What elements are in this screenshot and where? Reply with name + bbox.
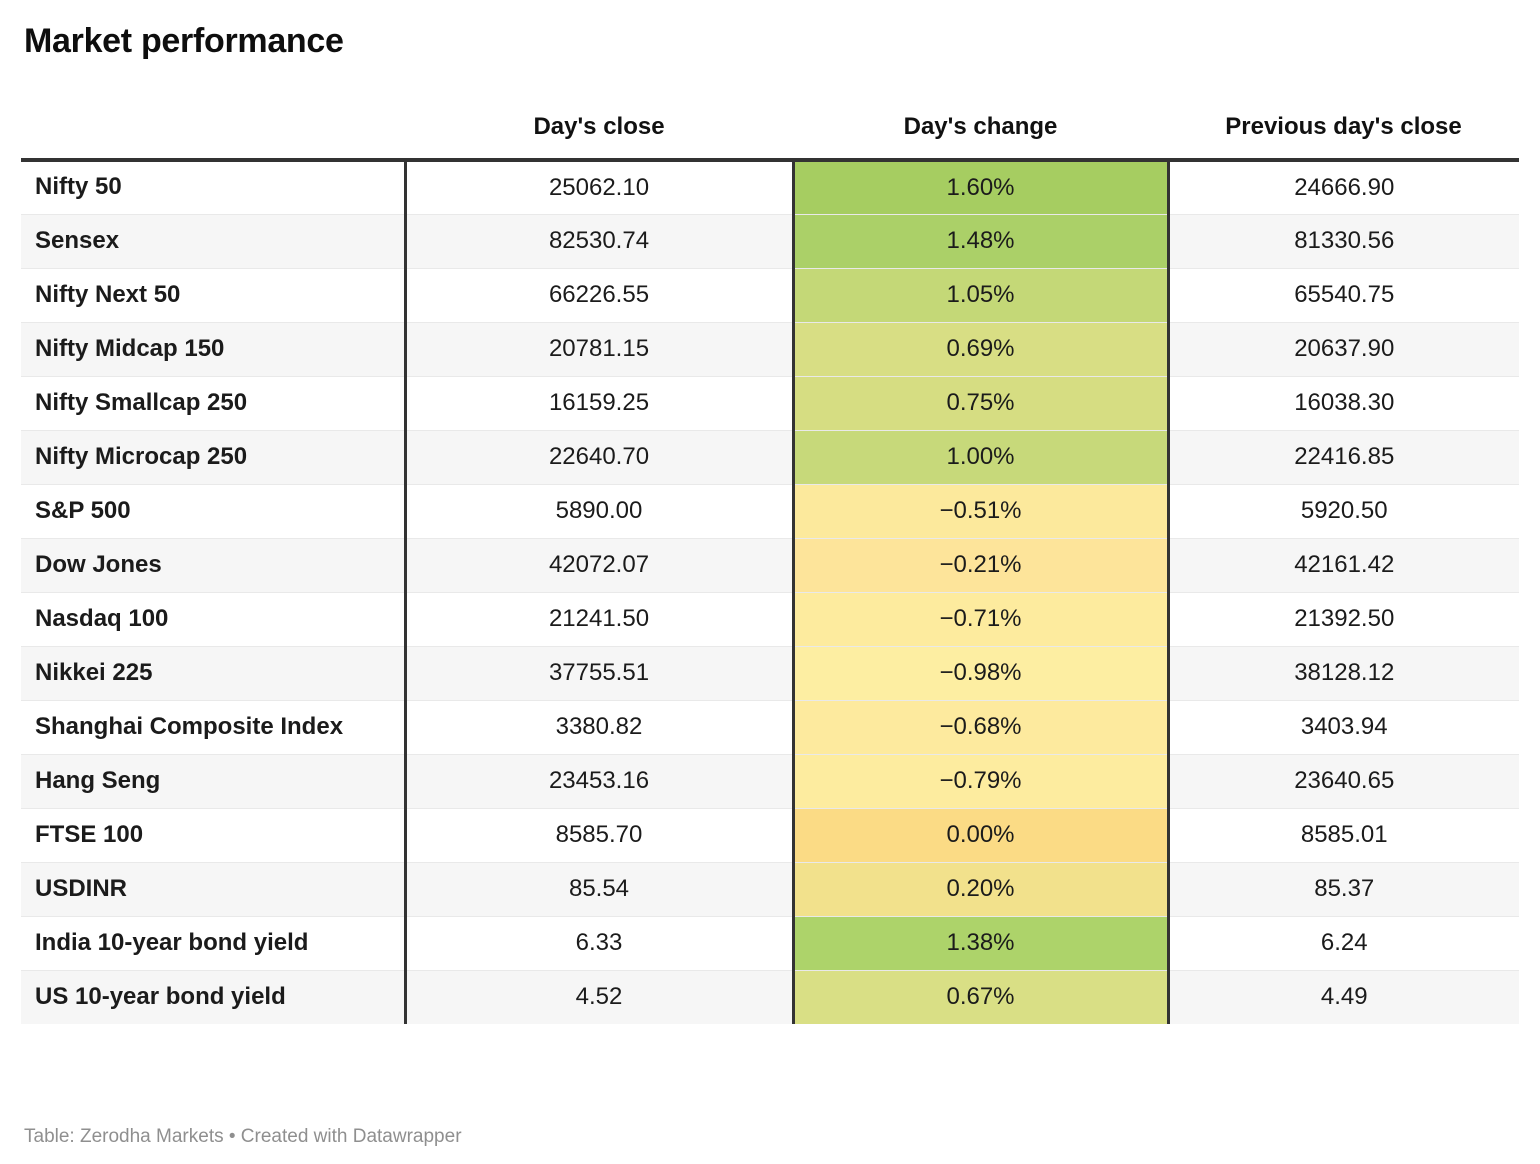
- table-row: USDINR 85.54 0.20% 85.37: [21, 861, 1519, 916]
- cell-days-close: 22640.70: [405, 429, 793, 484]
- header-row: Day's close Day's change Previous day's …: [21, 113, 1519, 162]
- cell-days-change: −0.21%: [791, 537, 1170, 592]
- cell-previous-days-close: 20637.90: [1168, 321, 1519, 376]
- cell-days-change: −0.51%: [791, 483, 1170, 538]
- cell-days-change: 1.38%: [791, 915, 1170, 970]
- column-header-previous-days-close: Previous day's close: [1168, 113, 1519, 162]
- cell-days-change: −0.79%: [791, 753, 1170, 808]
- cell-days-change: 0.20%: [791, 861, 1170, 916]
- cell-days-change: 0.75%: [791, 375, 1170, 430]
- cell-days-close: 42072.07: [405, 537, 793, 592]
- cell-days-change: 1.05%: [791, 267, 1170, 322]
- row-label: Nifty 50: [35, 173, 122, 201]
- table-row: Nikkei 225 37755.51 −0.98% 38128.12: [21, 645, 1519, 700]
- table-row: Nifty Microcap 250 22640.70 1.00% 22416.…: [21, 429, 1519, 484]
- cell-previous-days-close: 42161.42: [1168, 537, 1519, 592]
- row-label: Dow Jones: [35, 550, 162, 578]
- row-label: Nifty Midcap 150: [35, 334, 225, 362]
- row-label: Nikkei 225: [35, 658, 153, 686]
- cell-previous-days-close: 23640.65: [1168, 753, 1519, 808]
- table-row: India 10-year bond yield 6.33 1.38% 6.24: [21, 915, 1519, 970]
- row-label: Shanghai Composite Index: [35, 712, 344, 740]
- cell-days-close: 21241.50: [405, 591, 793, 646]
- row-label: FTSE 100: [35, 820, 144, 848]
- table-row: S&P 500 5890.00 −0.51% 5920.50: [21, 483, 1519, 538]
- row-label: US 10-year bond yield: [35, 982, 286, 1010]
- cell-days-close: 85.54: [405, 861, 793, 916]
- cell-days-close: 23453.16: [405, 753, 793, 808]
- cell-days-change: −0.68%: [791, 699, 1170, 754]
- cell-previous-days-close: 21392.50: [1168, 591, 1519, 646]
- column-header-days-close: Day's close: [405, 113, 793, 162]
- table-body: Nifty 50 25062.10 1.60% 24666.90 Sensex …: [21, 160, 1519, 1024]
- cell-days-change: −0.71%: [791, 591, 1170, 646]
- cell-previous-days-close: 3403.94: [1168, 699, 1519, 754]
- cell-days-close: 6.33: [405, 915, 793, 970]
- row-label: S&P 500: [35, 496, 131, 524]
- cell-days-close: 20781.15: [405, 321, 793, 376]
- cell-previous-days-close: 4.49: [1168, 969, 1519, 1024]
- cell-days-change: 0.69%: [791, 321, 1170, 376]
- cell-days-close: 3380.82: [405, 699, 793, 754]
- cell-previous-days-close: 5920.50: [1168, 483, 1519, 538]
- cell-previous-days-close: 81330.56: [1168, 213, 1519, 268]
- table-row: Sensex 82530.74 1.48% 81330.56: [21, 213, 1519, 268]
- cell-days-close: 16159.25: [405, 375, 793, 430]
- cell-days-change: 0.67%: [791, 969, 1170, 1024]
- cell-days-change: 1.00%: [791, 429, 1170, 484]
- table-row: Nifty Midcap 150 20781.15 0.69% 20637.90: [21, 321, 1519, 376]
- row-label: Hang Seng: [35, 766, 161, 794]
- table-row: Dow Jones 42072.07 −0.21% 42161.42: [21, 537, 1519, 592]
- row-label: USDINR: [35, 874, 128, 902]
- table-row: Nifty 50 25062.10 1.60% 24666.90: [21, 160, 1519, 214]
- cell-days-close: 8585.70: [405, 807, 793, 862]
- cell-days-close: 4.52: [405, 969, 793, 1024]
- cell-days-change: 1.48%: [791, 213, 1170, 268]
- column-header-days-change: Day's change: [793, 113, 1168, 162]
- row-label: Nifty Next 50: [35, 280, 181, 308]
- table-row: FTSE 100 8585.70 0.00% 8585.01: [21, 807, 1519, 862]
- table-row: US 10-year bond yield 4.52 0.67% 4.49: [21, 969, 1519, 1024]
- cell-days-close: 82530.74: [405, 213, 793, 268]
- cell-previous-days-close: 38128.12: [1168, 645, 1519, 700]
- cell-days-change: −0.98%: [791, 645, 1170, 700]
- cell-previous-days-close: 6.24: [1168, 915, 1519, 970]
- cell-days-change: 0.00%: [791, 807, 1170, 862]
- table-row: Nifty Next 50 66226.55 1.05% 65540.75: [21, 267, 1519, 322]
- table-row: Hang Seng 23453.16 −0.79% 23640.65: [21, 753, 1519, 808]
- cell-days-change: 1.60%: [791, 160, 1170, 214]
- table-row: Shanghai Composite Index 3380.82 −0.68% …: [21, 699, 1519, 754]
- cell-previous-days-close: 85.37: [1168, 861, 1519, 916]
- page-title: Market performance: [24, 22, 344, 60]
- market-performance-table: Day's close Day's change Previous day's …: [21, 113, 1519, 1024]
- cell-previous-days-close: 22416.85: [1168, 429, 1519, 484]
- cell-days-close: 25062.10: [405, 160, 793, 214]
- row-label: Nifty Smallcap 250: [35, 388, 248, 416]
- row-label: Nifty Microcap 250: [35, 442, 248, 470]
- cell-days-close: 66226.55: [405, 267, 793, 322]
- column-header-rows: [21, 113, 405, 162]
- cell-previous-days-close: 24666.90: [1168, 160, 1519, 214]
- row-label: Sensex: [35, 226, 120, 254]
- attribution-text: Table: Zerodha Markets • Created with Da…: [24, 1126, 462, 1147]
- cell-previous-days-close: 65540.75: [1168, 267, 1519, 322]
- table-row: Nifty Smallcap 250 16159.25 0.75% 16038.…: [21, 375, 1519, 430]
- cell-previous-days-close: 16038.30: [1168, 375, 1519, 430]
- row-label: India 10-year bond yield: [35, 928, 309, 956]
- cell-previous-days-close: 8585.01: [1168, 807, 1519, 862]
- cell-days-close: 5890.00: [405, 483, 793, 538]
- cell-days-close: 37755.51: [405, 645, 793, 700]
- row-label: Nasdaq 100: [35, 604, 169, 632]
- table-row: Nasdaq 100 21241.50 −0.71% 21392.50: [21, 591, 1519, 646]
